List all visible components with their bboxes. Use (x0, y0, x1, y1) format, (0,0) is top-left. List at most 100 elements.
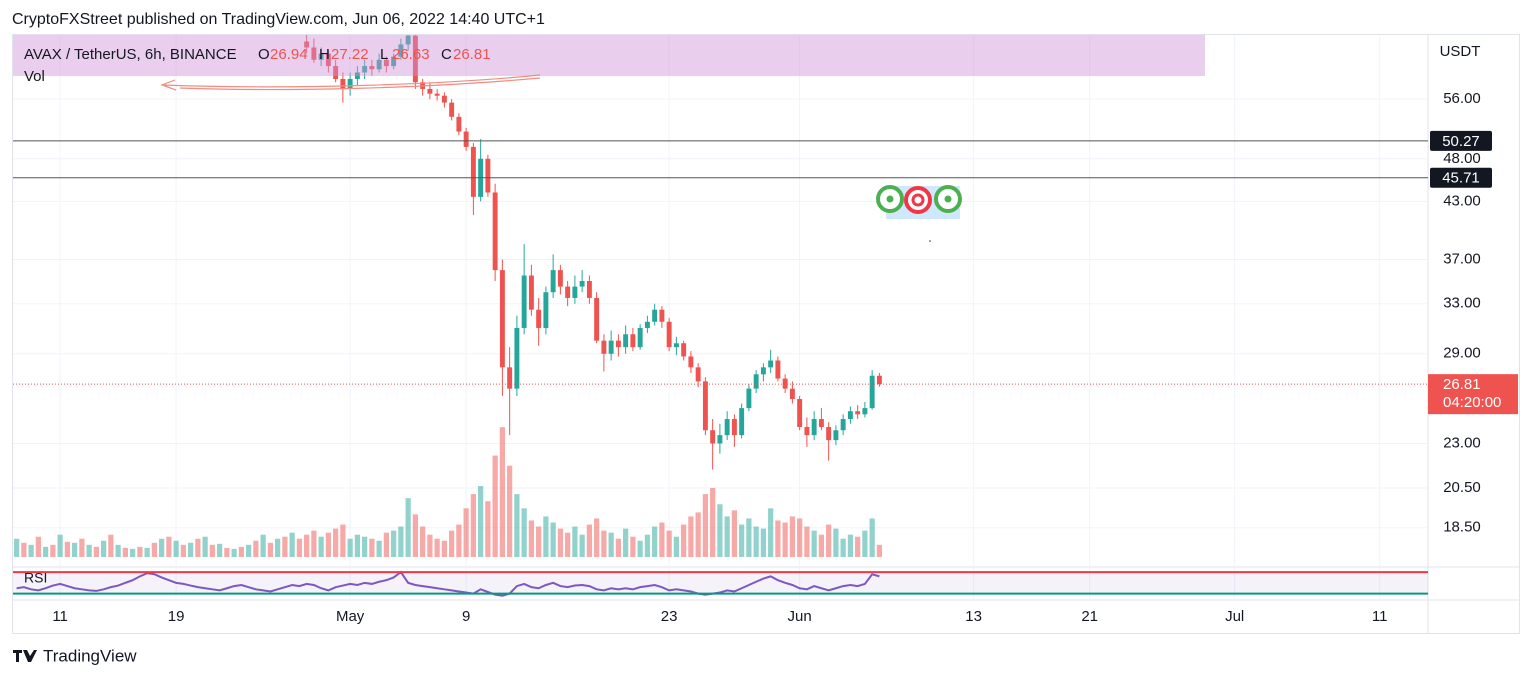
volume-bar (572, 526, 578, 557)
candle-body (405, 35, 411, 45)
candle-body (536, 309, 542, 328)
candle-body (659, 309, 665, 322)
candle-body (340, 78, 346, 89)
volume-bar (514, 494, 520, 557)
volume-bar (362, 536, 368, 557)
volume-bar (652, 526, 658, 557)
candle-body (797, 399, 803, 427)
candle-body (376, 59, 382, 70)
volume-bar (122, 547, 128, 557)
volume-bar (115, 544, 121, 557)
volume-bar (57, 534, 63, 557)
volume-bar (318, 536, 324, 557)
candle-body (362, 66, 368, 73)
arrow-drawing (160, 74, 541, 91)
volume-bar (695, 512, 701, 557)
candle-body (557, 270, 563, 287)
volume-bar (72, 542, 78, 557)
candle-body (826, 426, 832, 441)
volume-bar (159, 538, 165, 557)
last-price-badge (1428, 374, 1518, 415)
rsi-label: RSI (24, 570, 47, 586)
volume-bar (710, 488, 716, 557)
volume-bar (253, 540, 259, 557)
volume-bar (43, 546, 49, 557)
candle-body (717, 435, 723, 444)
candle-body (673, 343, 679, 348)
candle-body (782, 378, 788, 389)
volume-bar (173, 540, 179, 557)
candle-body (391, 56, 397, 67)
candle-body (427, 88, 433, 94)
volume-bar (826, 524, 832, 557)
candle-body (637, 327, 643, 348)
x-tick-label: 11 (52, 608, 68, 625)
volume-bar (528, 520, 535, 557)
volume-bar (434, 538, 440, 557)
volume-bar (304, 534, 310, 557)
candle-body (434, 93, 440, 96)
candle-body (775, 360, 781, 379)
candle-body (412, 35, 418, 83)
volume-bar (623, 528, 629, 557)
volume-bar (746, 518, 752, 557)
volume-bar (188, 542, 194, 557)
volume-bar (101, 540, 107, 557)
volume-bar (412, 514, 418, 557)
ohlc-key: O (258, 46, 270, 63)
volume-bar (782, 522, 788, 557)
y-tick-label: 29.00 (1443, 345, 1481, 362)
candle-body (325, 53, 331, 67)
volume-bar (688, 516, 694, 557)
footer-logo: TradingView (13, 646, 137, 665)
volume-bar (536, 526, 542, 557)
candle-body (456, 116, 462, 132)
candle-body (499, 270, 505, 368)
candle-body (811, 419, 817, 436)
volume-bar (797, 518, 803, 557)
candle-body (833, 430, 839, 441)
volume-bar (28, 544, 34, 557)
volume-bar (847, 534, 854, 557)
candle-body (463, 131, 469, 147)
x-tick-label: 9 (462, 608, 470, 625)
volume-bar (311, 530, 317, 557)
volume-bar (217, 543, 223, 557)
candle-body (623, 334, 629, 348)
volume-bar (644, 534, 651, 557)
volume-bar (93, 546, 99, 557)
candle-body (804, 426, 810, 436)
x-tick-label: 19 (168, 608, 185, 625)
volume-bar (521, 508, 527, 557)
volume-bar (405, 498, 411, 557)
candle-body (695, 367, 701, 382)
candle-body (528, 275, 534, 310)
volume-bar (340, 524, 346, 557)
y-tick-label: 43.00 (1443, 192, 1481, 209)
volume-bar (246, 544, 252, 557)
candle-body (760, 367, 766, 375)
candle-body (746, 388, 752, 409)
volume-bar (354, 534, 360, 557)
candle-body (543, 292, 549, 328)
candle-body (354, 72, 360, 79)
volume-bar (50, 544, 56, 557)
candle-body (572, 286, 578, 298)
last-price-label: 26.81 (1443, 376, 1481, 393)
y-tick-label: 20.50 (1443, 479, 1481, 496)
x-tick-label: 21 (1081, 608, 1098, 625)
volume-bar (347, 538, 353, 557)
volume-bar (391, 530, 397, 557)
candle-body (862, 408, 868, 415)
volume-bar (64, 541, 70, 557)
volume-bar (14, 538, 20, 557)
volume-bar (862, 530, 868, 557)
volume-bar (811, 530, 817, 557)
volume-bar (594, 518, 600, 557)
y-tick-label: 48.00 (1443, 150, 1481, 167)
chart-frame (12, 34, 1520, 634)
volume-bar (137, 546, 143, 557)
volume-bar (275, 538, 281, 557)
candle-body (398, 44, 404, 57)
candle-body (869, 375, 875, 409)
